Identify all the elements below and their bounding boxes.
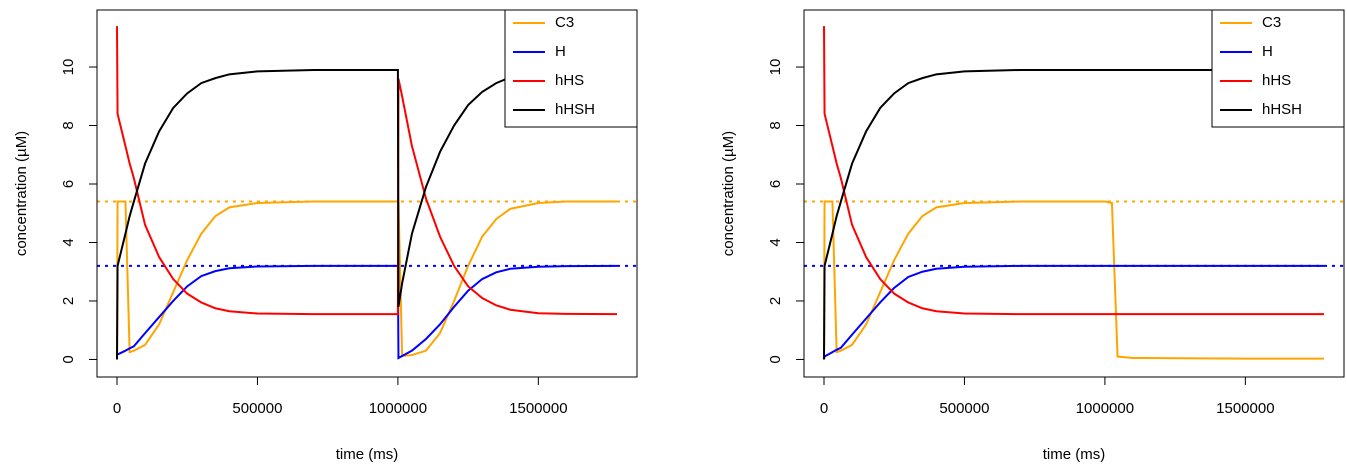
x-tick-label: 1500000 <box>509 400 567 417</box>
legend-label: hHS <box>555 72 584 89</box>
series-line <box>116 264 618 360</box>
y-tick-label: 2 <box>60 297 77 305</box>
x-axis-title: time (ms) <box>1043 446 1106 463</box>
series-line <box>116 200 617 360</box>
y-tick-label: 4 <box>767 238 784 246</box>
y-tick-label: 6 <box>767 180 784 188</box>
y-tick-label: 10 <box>767 59 784 76</box>
series-line <box>823 200 1324 360</box>
x-tick-label: 500000 <box>232 400 282 417</box>
x-tick-label: 0 <box>820 400 828 417</box>
series-line <box>823 26 1324 316</box>
legend-label: C3 <box>1262 14 1281 31</box>
x-tick-label: 1000000 <box>1076 400 1134 417</box>
y-tick-label: 10 <box>60 59 77 76</box>
legend-label: H <box>555 43 566 60</box>
series-line <box>823 264 1324 360</box>
y-tick-label: 8 <box>60 121 77 129</box>
y-tick-label: 2 <box>767 297 784 305</box>
legend-box <box>504 9 638 128</box>
legend-label: hHS <box>1262 72 1291 89</box>
legend-box <box>1211 9 1345 128</box>
y-tick-label: 8 <box>767 121 784 129</box>
y-tick-label: 4 <box>60 238 77 246</box>
legend-label: C3 <box>555 14 574 31</box>
legend-label: hHSH <box>1262 101 1302 118</box>
y-tick-label: 6 <box>60 180 77 188</box>
x-tick-label: 0 <box>113 400 121 417</box>
legend-label: H <box>1262 43 1273 60</box>
series-line <box>116 68 617 360</box>
y-axis-title: concentration (µM) <box>13 131 30 256</box>
series-line <box>823 68 1324 360</box>
y-tick-label: 0 <box>767 355 784 363</box>
x-tick-label: 1000000 <box>369 400 427 417</box>
x-tick-label: 1500000 <box>1216 400 1274 417</box>
legend-label: hHSH <box>555 101 595 118</box>
x-axis-title: time (ms) <box>336 446 399 463</box>
y-tick-label: 0 <box>60 355 77 363</box>
y-axis-title: concentration (µM) <box>720 131 737 256</box>
series-line <box>116 26 618 316</box>
x-tick-label: 500000 <box>939 400 989 417</box>
